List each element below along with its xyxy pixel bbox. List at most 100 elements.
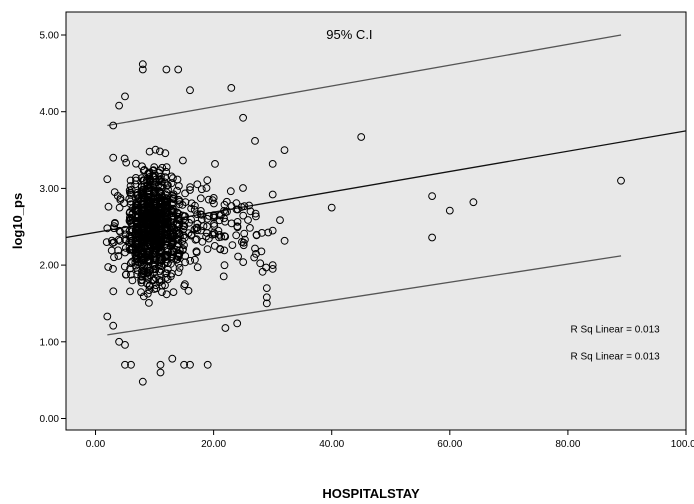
data-point	[109, 321, 118, 330]
r-squared-annotation: R Sq Linear = 0.013	[571, 325, 661, 336]
data-point	[157, 192, 166, 201]
data-point	[121, 341, 129, 349]
data-point	[151, 265, 160, 274]
data-point	[186, 86, 194, 95]
data-point	[158, 288, 166, 297]
data-point	[186, 256, 195, 265]
data-point	[167, 238, 176, 247]
data-point	[276, 216, 284, 225]
data-point	[203, 245, 212, 254]
data-point	[175, 200, 184, 209]
y-tick-label: 5.00	[40, 31, 60, 42]
annotations: 95% C.I R Sq Linear = 0.013 R Sq Linear = …	[326, 27, 660, 363]
data-point	[258, 229, 266, 237]
data-point	[233, 218, 242, 226]
data-point	[120, 154, 129, 163]
data-point	[157, 172, 165, 181]
data-point	[111, 219, 119, 227]
data-point	[262, 284, 271, 293]
data-point	[104, 202, 113, 211]
data-point	[132, 159, 140, 168]
data-point	[126, 259, 135, 268]
data-point	[120, 262, 129, 271]
data-point	[121, 248, 129, 257]
data-point	[191, 255, 199, 264]
data-point	[167, 179, 176, 188]
data-point	[128, 210, 137, 219]
data-point	[115, 226, 124, 235]
ci-upper-segment	[107, 34, 622, 127]
data-point	[169, 174, 177, 183]
data-point	[232, 199, 241, 208]
data-point	[191, 201, 199, 210]
data-point	[226, 187, 235, 196]
data-point	[138, 65, 147, 74]
data-point	[145, 282, 154, 291]
data-point	[149, 186, 158, 194]
data-point	[139, 212, 148, 221]
data-point	[179, 156, 187, 165]
data-point	[228, 241, 237, 250]
data-point	[126, 176, 135, 185]
data-point	[262, 299, 271, 308]
data-point	[210, 222, 219, 230]
data-point	[144, 219, 153, 228]
data-point	[172, 226, 181, 235]
data-point	[122, 236, 130, 245]
data-point	[180, 233, 189, 242]
data-point	[268, 190, 277, 199]
ci-lower-line	[107, 255, 622, 336]
data-point	[174, 214, 183, 223]
data-point	[204, 195, 213, 204]
data-point	[109, 265, 117, 273]
data-point	[217, 233, 226, 241]
data-point	[115, 337, 123, 346]
x-tick-label: 0.00	[86, 439, 106, 450]
data-point	[210, 213, 219, 222]
data-point	[192, 235, 201, 244]
data-points	[102, 60, 625, 386]
data-point	[202, 184, 211, 192]
data-point	[222, 197, 231, 206]
data-point	[125, 246, 134, 254]
data-point	[174, 268, 183, 277]
data-point	[268, 226, 277, 235]
data-point	[175, 210, 183, 219]
data-point	[110, 188, 119, 197]
data-point	[197, 185, 206, 194]
data-point	[163, 203, 171, 212]
data-point	[138, 60, 147, 69]
y-tick-label: 0.00	[40, 414, 60, 425]
data-point	[268, 160, 277, 168]
data-point	[168, 354, 177, 363]
data-point	[133, 255, 142, 264]
data-point	[139, 292, 148, 301]
data-point	[239, 241, 248, 250]
y-axis: 0.00 1.00 2.00 3.00 4.00 5.00	[40, 31, 66, 425]
data-point	[202, 232, 211, 241]
data-point	[139, 225, 148, 233]
data-point	[252, 212, 260, 221]
data-point	[131, 231, 140, 240]
data-point	[132, 252, 141, 260]
data-point	[169, 248, 178, 256]
data-point	[127, 189, 136, 198]
y-tick-label: 2.00	[40, 261, 60, 272]
data-point	[162, 255, 171, 264]
x-tick-label: 40.00	[319, 439, 344, 450]
data-point	[149, 221, 158, 230]
data-point	[143, 237, 152, 246]
data-point	[193, 180, 202, 189]
data-point	[138, 377, 147, 386]
data-point	[156, 229, 165, 238]
data-point	[152, 234, 161, 242]
data-point	[219, 272, 228, 281]
data-point	[102, 238, 111, 247]
data-point	[163, 218, 172, 227]
data-point	[445, 206, 454, 215]
data-point	[116, 237, 124, 245]
data-point	[144, 193, 153, 202]
data-point	[131, 204, 140, 213]
data-point	[140, 203, 149, 211]
data-point	[196, 210, 205, 219]
